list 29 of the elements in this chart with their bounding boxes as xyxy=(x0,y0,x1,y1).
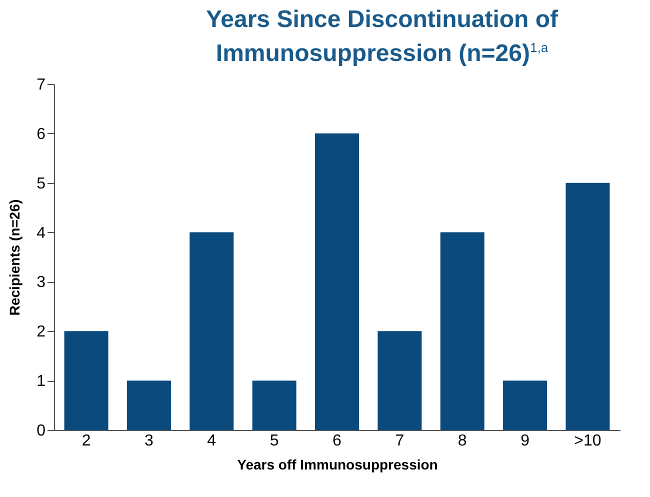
y-tick-label: 6 xyxy=(36,126,46,143)
y-tick-label: 0 xyxy=(36,422,46,440)
y-tick-label: 1 xyxy=(36,373,46,390)
y-tick-label: 7 xyxy=(36,76,46,94)
x-tick-label: >10 xyxy=(574,432,602,450)
bar xyxy=(315,133,359,430)
x-tick-label: 2 xyxy=(82,432,91,450)
x-axis-title: Years off Immunosuppression xyxy=(237,456,438,472)
x-tick-label: 6 xyxy=(332,432,342,450)
y-axis-title: Recipients (n=26) xyxy=(6,199,23,316)
x-tick-label: 9 xyxy=(520,432,530,450)
bar xyxy=(566,182,610,430)
chart-title: Years Since Discontinuation of Immunosuppression (n=26)$^{1,a}$ xyxy=(204,6,560,68)
x-tick-label: 7 xyxy=(395,432,404,450)
bar xyxy=(503,380,548,430)
x-tick-label: 8 xyxy=(458,432,467,450)
x-tick-label: 4 xyxy=(207,432,216,450)
bar xyxy=(440,232,484,430)
bar xyxy=(252,380,296,430)
bar xyxy=(64,331,108,430)
y-tick-label: 3 xyxy=(36,274,46,292)
y-tick-label: 4 xyxy=(36,224,46,242)
x-tick-label: 3 xyxy=(144,432,154,450)
y-tick-label: 2 xyxy=(36,324,46,341)
bar xyxy=(190,232,234,430)
bar xyxy=(378,331,422,430)
y-tick-label: 5 xyxy=(36,175,46,192)
x-tick-label: 5 xyxy=(270,432,279,450)
bar xyxy=(126,380,171,430)
